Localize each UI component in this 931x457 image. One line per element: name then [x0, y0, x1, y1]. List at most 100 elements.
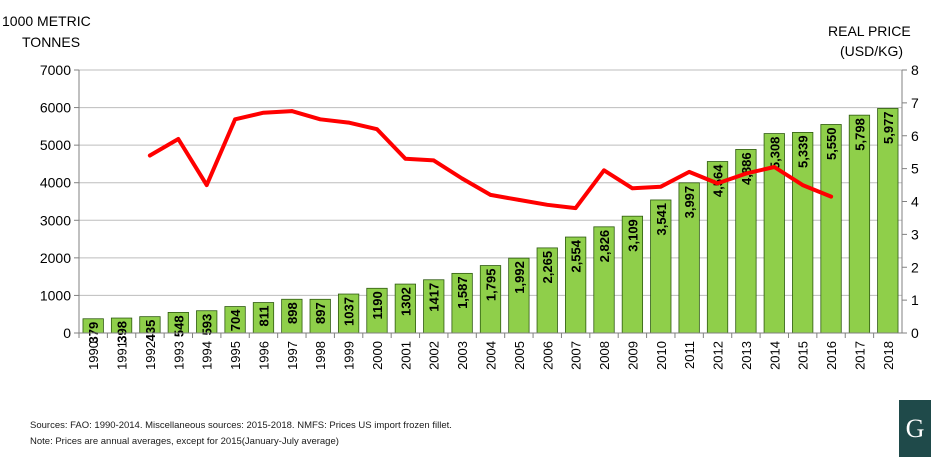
x-tick-label-2004: 2004	[484, 341, 499, 370]
left-tick-label-3: 3000	[40, 212, 71, 228]
x-tick-label-2002: 2002	[427, 341, 442, 370]
x-tick-label-2013: 2013	[739, 341, 754, 370]
price-point-2009	[630, 186, 635, 191]
x-tick-label-1992: 1992	[143, 341, 158, 370]
left-tick-label-0: 0	[63, 325, 71, 341]
data-label-1996: 811	[256, 306, 271, 327]
x-tick-label-2006: 2006	[540, 341, 555, 370]
data-label-2003: 1,587	[455, 276, 470, 309]
price-point-2012	[715, 181, 720, 186]
right-tick-label-0: 0	[911, 325, 919, 341]
data-label-1992: 435	[143, 320, 158, 342]
price-point-1995	[233, 117, 237, 122]
price-line-series	[147, 109, 834, 211]
price-point-1993	[176, 137, 181, 141]
right-tick-label-1: 1	[911, 292, 919, 308]
right-tick-label-5: 5	[911, 161, 919, 177]
data-label-2002: 1417	[427, 283, 442, 312]
data-label-1995: 704	[228, 309, 243, 331]
price-point-1996	[261, 110, 266, 115]
data-label-2000: 1190	[370, 291, 385, 319]
price-point-2001	[403, 156, 408, 161]
price-point-1997	[290, 109, 294, 113]
x-tick-label-2003: 2003	[455, 341, 470, 370]
price-point-2011	[687, 170, 691, 174]
price-point-2004	[488, 193, 493, 197]
x-tick-label-1990: 1990	[86, 341, 101, 370]
data-label-2015: 5,339	[796, 135, 811, 168]
left-tick-label-1: 1000	[40, 287, 71, 303]
price-point-2002	[431, 158, 436, 163]
x-tick-label-2009: 2009	[625, 341, 640, 370]
data-label-2013: 4,886	[739, 152, 754, 185]
price-point-2016	[829, 194, 833, 199]
price-point-1999	[346, 120, 351, 125]
data-label-2018: 5,977	[881, 111, 896, 144]
price-point-2003	[460, 176, 464, 181]
data-label-2004: 1,795	[484, 269, 499, 302]
right-tick-label-7: 7	[911, 95, 919, 111]
x-tick-label-1995: 1995	[228, 341, 243, 370]
chart: 1000 METRIC TONNES REAL PRICE (USD/KG) 3…	[2, 13, 919, 370]
x-tick-label-1993: 1993	[171, 341, 186, 370]
price-point-2006	[545, 202, 550, 207]
data-label-2008: 2,826	[597, 230, 612, 263]
x-tick-label-1996: 1996	[256, 341, 271, 370]
data-label-1993: 548	[171, 315, 186, 337]
price-point-1998	[318, 117, 323, 122]
x-tick-label-1999: 1999	[342, 341, 357, 370]
data-label-2017: 5,798	[852, 118, 867, 151]
x-tick-label-2012: 2012	[711, 341, 726, 370]
right-tick-label-8: 8	[911, 62, 919, 78]
x-tick-label-2014: 2014	[767, 341, 782, 370]
price-point-2010	[658, 184, 663, 189]
data-label-2001: 1302	[398, 287, 413, 316]
data-label-2009: 3,109	[625, 219, 640, 252]
right-tick-label-3: 3	[911, 226, 919, 242]
data-labels: 379 398 435 548 593 704 811 898 897 1037 1190 1302 1…	[86, 111, 896, 343]
price-point-2013	[744, 171, 748, 176]
x-tick-label-1998: 1998	[313, 341, 328, 370]
data-label-2007: 2,554	[569, 239, 584, 272]
data-label-2011: 3,997	[682, 186, 697, 219]
data-label-2014: 5,308	[767, 137, 782, 170]
left-tick-label-4: 4000	[40, 175, 71, 191]
left-tick-label-6: 6000	[40, 100, 71, 116]
data-label-2016: 5,550	[824, 127, 839, 160]
data-label-1998: 897	[313, 302, 328, 324]
right-tick-label-4: 4	[911, 194, 919, 210]
x-tick-label-1997: 1997	[285, 341, 300, 370]
source-note-line2: Note: Prices are annual averages, except…	[30, 436, 339, 447]
price-point-1992	[148, 153, 152, 158]
price-point-2000	[375, 127, 379, 131]
price-point-2014	[772, 165, 777, 169]
x-tick-label-2018: 2018	[881, 341, 896, 370]
data-label-2005: 1,992	[512, 261, 527, 294]
price-point-2005	[517, 198, 521, 202]
price-point-2007	[573, 206, 578, 210]
left-axis-title-line1: 1000 METRIC	[2, 13, 91, 29]
price-point-1994	[204, 183, 209, 187]
left-tick-label-7: 7000	[40, 62, 71, 78]
x-tick-label-2005: 2005	[512, 341, 527, 370]
data-label-1999: 1037	[342, 297, 357, 326]
source-note-line1: Sources: FAO: 1990-2014. Miscellaneous s…	[30, 420, 452, 431]
data-label-1997: 898	[285, 302, 300, 324]
data-label-2010: 3,541	[654, 203, 669, 236]
x-axis: 1990 1991 1992 1993 1994 1995 1996 1997 1998 1999…	[78, 332, 902, 370]
price-point-2008	[602, 168, 606, 173]
bar-series	[82, 108, 899, 334]
source-notes: Sources: FAO: 1990-2014. Miscellaneous s…	[30, 418, 452, 450]
publisher-logo: G	[899, 400, 931, 457]
x-tick-label-2007: 2007	[569, 341, 584, 370]
left-y-axis: 0 1000 2000 3000 4000 5000 6000 7000	[40, 62, 80, 341]
x-tick-label-2010: 2010	[654, 341, 669, 370]
left-tick-label-2: 2000	[40, 250, 71, 266]
x-tick-label-2015: 2015	[796, 341, 811, 370]
x-tick-label-2017: 2017	[852, 341, 867, 370]
right-y-axis: 0 1 2 3 4 5 6 7 8	[901, 62, 919, 341]
x-tick-label-2000: 2000	[370, 341, 385, 370]
data-label-2006: 2,265	[540, 251, 555, 284]
x-tick-label-1994: 1994	[200, 341, 215, 370]
data-label-2012: 4,564	[711, 164, 726, 197]
